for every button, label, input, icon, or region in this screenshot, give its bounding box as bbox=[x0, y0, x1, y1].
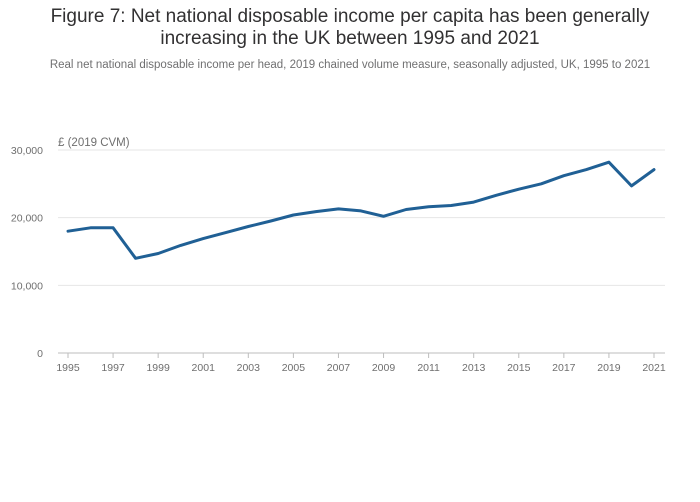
x-tick-label: 2021 bbox=[642, 362, 666, 374]
y-axis-label: £ (2019 CVM) bbox=[58, 137, 130, 149]
data-point[interactable] bbox=[427, 205, 430, 208]
series-line bbox=[66, 160, 656, 260]
y-axis-ticks: 0 10,000 20,000 30,000 bbox=[11, 145, 43, 360]
y-tick-label: 10,000 bbox=[11, 280, 43, 292]
data-point[interactable] bbox=[405, 208, 408, 211]
x-tick-label: 2017 bbox=[552, 362, 576, 374]
data-point[interactable] bbox=[517, 188, 520, 191]
chart-subtitle: Real net national disposable income per … bbox=[49, 59, 651, 71]
y-tick-label: 20,000 bbox=[11, 213, 43, 225]
data-point[interactable] bbox=[585, 168, 588, 171]
x-tick-label: 2007 bbox=[327, 362, 351, 374]
y-tick-label: 0 bbox=[37, 348, 43, 360]
x-tick-label: 2015 bbox=[507, 362, 531, 374]
data-point[interactable] bbox=[179, 244, 182, 247]
data-point[interactable] bbox=[562, 174, 565, 177]
chart-title: Figure 7: Net national disposable income… bbox=[50, 6, 650, 49]
data-point[interactable] bbox=[247, 225, 250, 228]
data-point[interactable] bbox=[337, 207, 340, 210]
data-point[interactable] bbox=[202, 237, 205, 240]
x-tick-label: 2011 bbox=[417, 362, 440, 374]
data-point[interactable] bbox=[292, 213, 295, 216]
x-tick-label: 1997 bbox=[101, 362, 125, 374]
data-point[interactable] bbox=[112, 226, 115, 229]
data-point[interactable] bbox=[495, 194, 498, 197]
data-point[interactable] bbox=[157, 252, 160, 255]
data-point[interactable] bbox=[360, 209, 363, 212]
x-tick-label: 2001 bbox=[192, 362, 216, 374]
x-tick-label: 2003 bbox=[237, 362, 261, 374]
data-point[interactable] bbox=[67, 230, 70, 233]
gridlines bbox=[58, 149, 665, 286]
x-tick-label: 2009 bbox=[372, 362, 396, 374]
data-point[interactable] bbox=[472, 201, 475, 204]
data-point[interactable] bbox=[540, 182, 543, 185]
data-point[interactable] bbox=[382, 215, 385, 218]
data-point[interactable] bbox=[89, 226, 92, 229]
series-lines bbox=[66, 160, 656, 260]
x-tick-label: 2013 bbox=[462, 362, 486, 374]
data-point[interactable] bbox=[607, 161, 610, 164]
data-point[interactable] bbox=[134, 257, 137, 260]
x-tick-label: 1995 bbox=[56, 362, 80, 374]
x-tick-label: 2019 bbox=[597, 362, 621, 374]
x-tick-label: 1999 bbox=[146, 362, 170, 374]
data-point[interactable] bbox=[653, 168, 656, 171]
data-point[interactable] bbox=[269, 220, 272, 223]
data-point[interactable] bbox=[630, 184, 633, 187]
data-point[interactable] bbox=[224, 231, 227, 234]
x-tick-label: 2005 bbox=[282, 362, 306, 374]
data-point[interactable] bbox=[314, 210, 317, 213]
data-point[interactable] bbox=[450, 204, 453, 207]
x-axis: 1995 1997 1999 2001 2003 2005 2007 2009 2011 2013… bbox=[56, 352, 666, 374]
y-tick-label: 30,000 bbox=[11, 145, 43, 157]
